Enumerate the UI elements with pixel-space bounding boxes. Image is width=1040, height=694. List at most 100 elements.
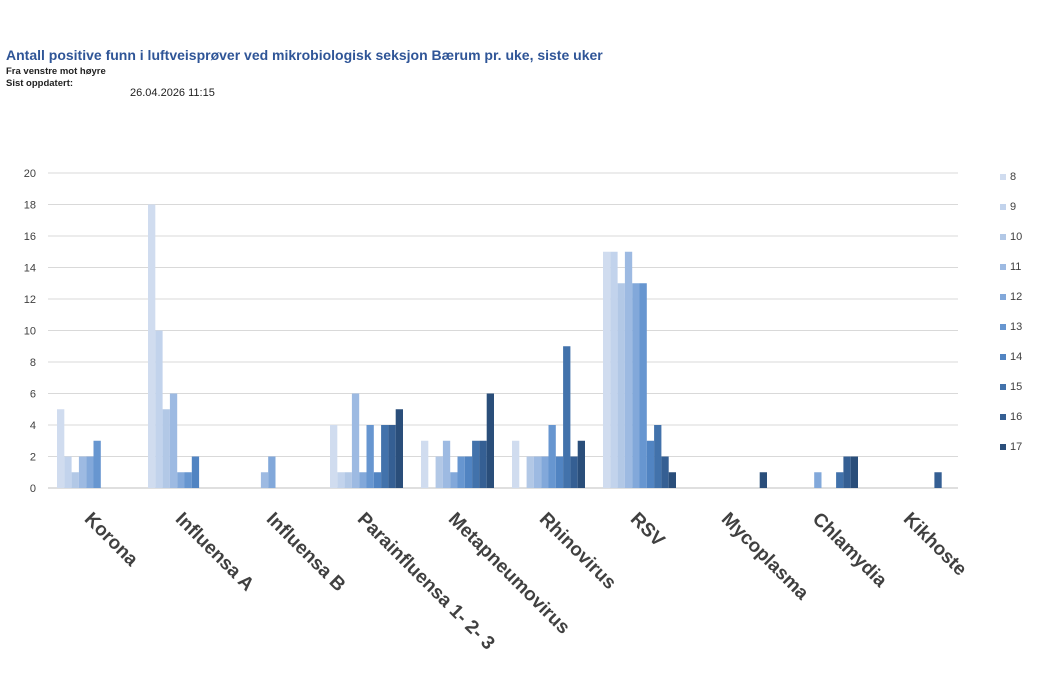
bar-15-8 (836, 472, 844, 488)
bar-10-3 (344, 472, 352, 488)
bar-16-6 (661, 456, 669, 488)
bar-13-5 (548, 425, 556, 488)
bar-15-4 (472, 440, 480, 488)
bar-13-1 (184, 472, 192, 488)
bar-17-6 (668, 472, 676, 488)
bar-17-7 (759, 472, 767, 488)
legend-label: 11 (1010, 261, 1021, 273)
legend-label: 16 (1010, 411, 1022, 423)
bar-9-1 (155, 330, 163, 488)
legend-swatch (1000, 234, 1006, 240)
legend-swatch (1000, 204, 1006, 210)
bar-13-6 (639, 283, 647, 488)
y-tick-label: 20 (24, 168, 36, 180)
bar-13-3 (366, 425, 374, 488)
x-category-label: Rhinovirus (535, 509, 620, 594)
bar-15-3 (381, 425, 389, 488)
bar-16-3 (388, 425, 396, 488)
bar-12-6 (632, 283, 640, 488)
bar-11-6 (624, 251, 633, 488)
x-category-label: Influensa A (171, 509, 258, 596)
bar-17-4 (486, 393, 494, 488)
bar-16-4 (479, 440, 487, 488)
bar-8-4 (421, 440, 429, 488)
bar-11-0 (78, 456, 87, 488)
bar-11-1 (169, 393, 178, 488)
y-tick-label: 16 (24, 231, 36, 243)
legend-swatch (1000, 264, 1006, 270)
bar-14-3 (373, 472, 382, 488)
bar-14-5 (555, 456, 564, 488)
y-tick-label: 12 (24, 294, 36, 306)
x-category-label: Korona (80, 509, 142, 571)
bar-15-6 (654, 425, 662, 488)
bar-10-6 (617, 283, 625, 488)
bar-8-0 (57, 409, 65, 488)
bar-15-5 (563, 346, 571, 488)
x-category-label: Chlamydia (808, 509, 891, 592)
bar-13-4 (457, 456, 465, 488)
legend-swatch (1000, 384, 1006, 390)
bar-12-0 (86, 456, 94, 488)
y-tick-label: 10 (24, 326, 36, 338)
bar-17-8 (850, 456, 858, 488)
bar-12-5 (541, 456, 549, 488)
legend-label: 13 (1010, 321, 1022, 333)
bar-12-2 (268, 456, 276, 488)
bar-11-2 (260, 472, 269, 488)
legend-swatch (1000, 444, 1006, 450)
y-tick-label: 4 (30, 420, 36, 432)
y-tick-label: 0 (30, 483, 36, 495)
bar-11-3 (351, 393, 360, 488)
legend-swatch (1000, 324, 1006, 330)
bar-11-5 (533, 456, 542, 488)
bar-9-3 (337, 472, 345, 488)
bar-14-1 (191, 456, 200, 488)
legend-swatch (1000, 354, 1006, 360)
bar-11-4 (442, 440, 451, 488)
bar-12-1 (177, 472, 185, 488)
x-category-label: RSV (626, 509, 669, 552)
x-category-label: Mycoplasma (717, 509, 813, 605)
bar-16-5 (570, 456, 578, 488)
last-updated-value: 26.04.2026 11:15 (130, 87, 215, 99)
x-category-label: Kikhoste (899, 509, 971, 581)
legend-label: 12 (1010, 291, 1022, 303)
chart-title: Antall positive funn i luftveisprøver ve… (6, 47, 603, 63)
bar-14-4 (464, 456, 473, 488)
legend-swatch (1000, 294, 1006, 300)
bar-8-1 (148, 204, 156, 488)
bar-10-1 (162, 409, 170, 488)
bar-10-0 (71, 472, 79, 488)
y-tick-label: 14 (24, 263, 36, 275)
legend-label: 15 (1010, 381, 1022, 393)
bar-8-3 (330, 425, 338, 488)
legend-label: 14 (1010, 351, 1022, 363)
bar-13-0 (93, 440, 101, 488)
bar-12-8 (814, 472, 822, 488)
bar-9-0 (64, 456, 72, 488)
bar-8-5 (512, 440, 520, 488)
legend-label: 10 (1010, 231, 1022, 243)
bar-17-3 (395, 409, 403, 488)
legend-swatch (1000, 174, 1006, 180)
y-tick-label: 18 (24, 200, 36, 212)
bar-9-6 (610, 251, 618, 488)
y-tick-label: 2 (30, 452, 36, 464)
legend-swatch (1000, 414, 1006, 420)
legend-label: 17 (1010, 441, 1022, 453)
bar-14-6 (646, 440, 655, 488)
bar-10-4 (435, 456, 443, 488)
last-updated-label: Sist oppdatert: (6, 78, 74, 89)
bar-12-3 (359, 472, 367, 488)
y-tick-label: 6 (30, 389, 36, 401)
chart-subtitle: Fra venstre mot høyre (6, 66, 106, 77)
bar-16-9 (934, 472, 942, 488)
bar-16-8 (843, 456, 851, 488)
legend-label: 8 (1010, 171, 1016, 183)
x-category-label: Influensa B (262, 509, 349, 596)
bar-10-5 (526, 456, 534, 488)
legend-label: 9 (1010, 201, 1016, 213)
bar-8-6 (603, 251, 611, 488)
